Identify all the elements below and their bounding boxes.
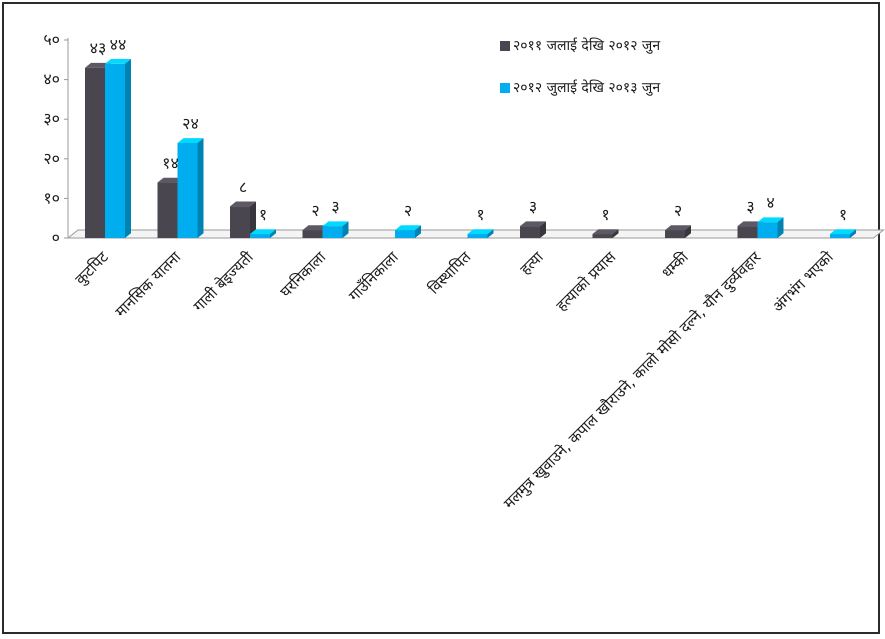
chart-category-labels: कुटपिट मानसिक यातना गाली बेइज्यती घरनिकाला ग… bbox=[71, 247, 837, 513]
bar bbox=[250, 234, 270, 238]
bar-side-face bbox=[415, 225, 421, 238]
data-label: ४४ bbox=[110, 35, 127, 54]
data-label: ३ bbox=[331, 197, 339, 216]
bar-top-face bbox=[105, 58, 131, 64]
data-label: ४३ bbox=[90, 39, 107, 58]
bar bbox=[85, 67, 105, 238]
category-label: कुटपिट bbox=[71, 248, 112, 289]
category-label: मलमुत्र खुवाउने, कपाल खौराउने, कालो मोसो… bbox=[500, 247, 766, 513]
bar bbox=[757, 222, 778, 238]
bar-side-face bbox=[342, 221, 349, 238]
bar bbox=[157, 182, 178, 238]
category-label: अंगभंग भएको bbox=[769, 247, 838, 316]
bar-top-face bbox=[520, 221, 546, 227]
legend-label: २०१२ जुलाई देखि २०१३ जुन bbox=[513, 79, 660, 96]
data-label: १ bbox=[839, 205, 847, 224]
data-label: १ bbox=[601, 205, 609, 224]
bar-top-face bbox=[592, 229, 619, 235]
bar-top-face bbox=[85, 62, 111, 68]
bar bbox=[830, 234, 850, 238]
bar-top-face bbox=[230, 201, 256, 207]
category-label: धम्की bbox=[658, 247, 692, 281]
bar-top-face bbox=[395, 225, 421, 231]
y-tick-label: १० bbox=[43, 188, 60, 207]
bar-top-face bbox=[830, 229, 856, 235]
chart-legend: २०११ जलाई देखि २०१२ जुन २०१२ जुलाई देखि २… bbox=[500, 37, 660, 96]
bar-side-face bbox=[125, 58, 131, 239]
bar-side-face bbox=[250, 201, 256, 238]
y-tick-label: ५० bbox=[43, 30, 60, 49]
bar-top-face bbox=[157, 177, 184, 183]
data-label: ३ bbox=[529, 197, 537, 216]
category-label: मानसिक यातना bbox=[112, 247, 186, 321]
bar-top-face bbox=[302, 225, 329, 231]
y-tick-label: ० bbox=[52, 228, 60, 247]
bar-side-face bbox=[685, 225, 691, 238]
data-label: २ bbox=[311, 201, 319, 220]
bar bbox=[105, 63, 125, 239]
bar-side-face bbox=[777, 217, 784, 238]
bar bbox=[737, 226, 758, 238]
bar-top-face bbox=[467, 229, 494, 235]
y-tick-label: ३० bbox=[43, 109, 60, 128]
bar-side-face bbox=[612, 229, 619, 238]
bar-top-face bbox=[322, 221, 349, 227]
bar bbox=[467, 234, 488, 238]
bar bbox=[592, 234, 613, 238]
category-label: हत्याको प्रयास bbox=[553, 247, 620, 314]
data-label: २ bbox=[404, 201, 412, 220]
bar-top-face bbox=[177, 138, 204, 143]
category-label: गाउँनिकाला bbox=[345, 247, 403, 305]
category-label: हत्या bbox=[516, 247, 547, 278]
category-label: घरनिकाला bbox=[277, 247, 331, 301]
data-label: १ bbox=[259, 205, 267, 224]
data-label: २४ bbox=[182, 114, 199, 133]
data-label: २ bbox=[674, 201, 682, 220]
data-label: ८ bbox=[239, 177, 247, 196]
bar bbox=[230, 206, 250, 238]
bar bbox=[322, 226, 343, 238]
bar bbox=[177, 142, 198, 238]
bar-side-face bbox=[850, 229, 856, 238]
y-tick-label: २० bbox=[43, 149, 60, 168]
bar bbox=[665, 230, 685, 238]
bar-side-face bbox=[197, 138, 204, 238]
data-label: ३ bbox=[746, 197, 754, 216]
legend-swatch bbox=[500, 83, 510, 93]
bar-side-face bbox=[540, 221, 546, 238]
bar-side-face bbox=[487, 229, 494, 238]
bar bbox=[520, 226, 540, 238]
bar bbox=[395, 230, 415, 238]
bar-side-face bbox=[270, 229, 276, 238]
bar-top-face bbox=[665, 225, 691, 231]
chart-bars bbox=[85, 58, 856, 239]
bar-top-face bbox=[737, 221, 764, 227]
data-label: १४ bbox=[162, 154, 179, 173]
data-label: ४ bbox=[766, 193, 774, 212]
legend-swatch bbox=[500, 41, 510, 51]
bar-top-face bbox=[757, 217, 784, 223]
legend-label: २०११ जलाई देखि २०१२ जुन bbox=[513, 37, 660, 54]
y-tick-label: ४० bbox=[43, 70, 60, 89]
bar bbox=[302, 230, 323, 238]
bar-top-face bbox=[250, 229, 276, 235]
data-label: १ bbox=[476, 205, 484, 224]
category-label: गाली बेइज्यती bbox=[190, 247, 258, 315]
category-label: विस्थापित bbox=[425, 248, 475, 298]
